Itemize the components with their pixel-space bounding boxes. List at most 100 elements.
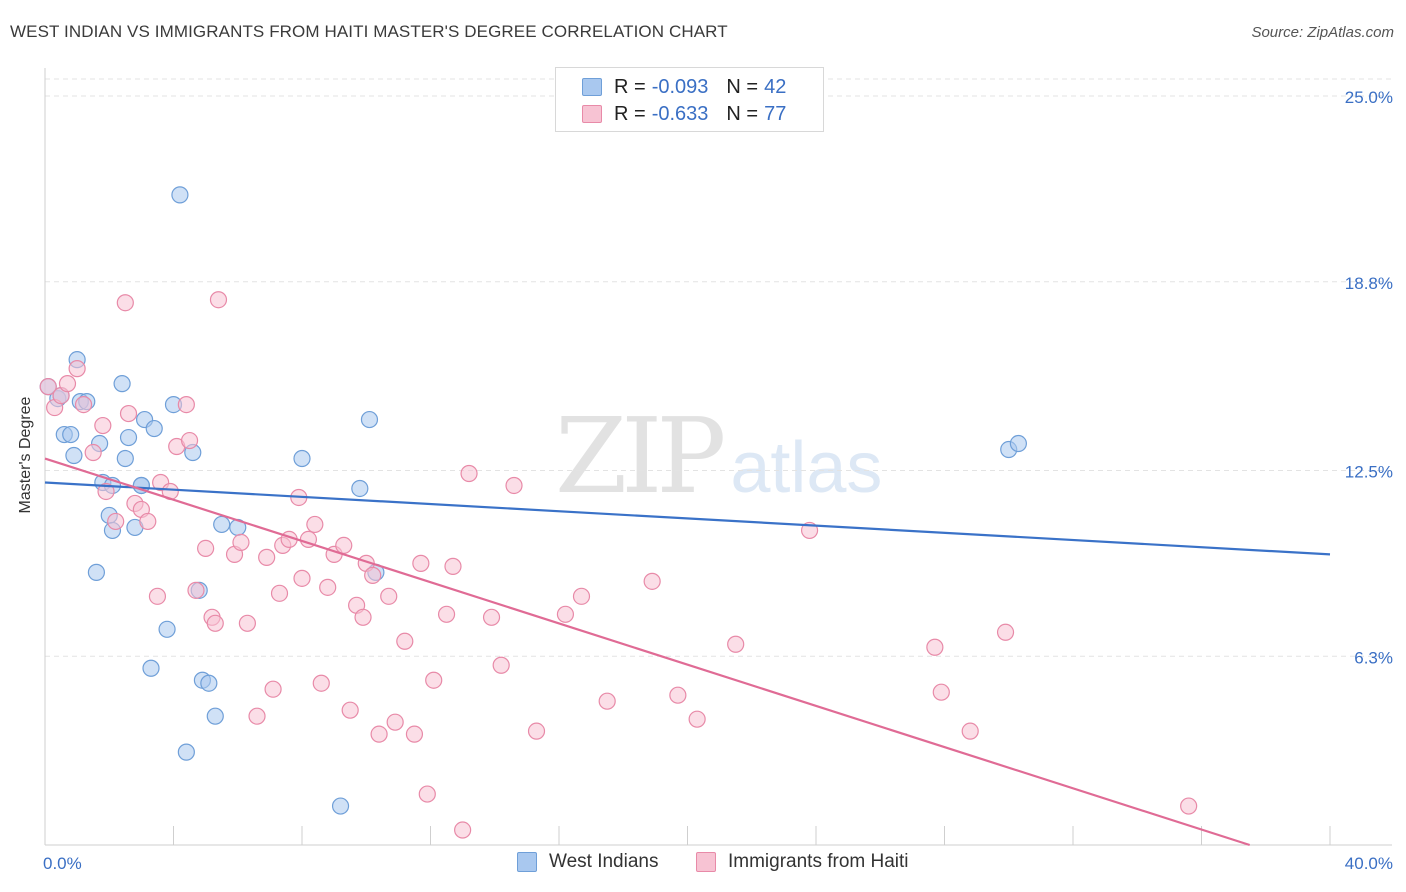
legend-n-label: N = [726, 102, 759, 125]
haiti-point [232, 533, 250, 552]
haiti-point [444, 557, 462, 575]
west-indian-point [171, 186, 189, 204]
haiti-point [187, 581, 205, 599]
haiti-point [238, 614, 256, 632]
legend-label-west-indians: West Indians [549, 851, 659, 872]
haiti-point [293, 569, 311, 587]
legend-item-west-indians[interactable]: West Indians [517, 851, 658, 873]
legend-n-value: 42 [764, 75, 787, 98]
haiti-point [264, 680, 282, 698]
legend-swatch-pink [582, 105, 602, 123]
haiti-point [396, 632, 414, 650]
legend-n-value: 77 [764, 102, 787, 125]
legend-r-value: -0.633 [651, 102, 709, 125]
west-indian-point [116, 449, 134, 468]
haiti-point [335, 536, 353, 555]
haiti-point [926, 638, 944, 656]
watermark-atlas: atlas [730, 428, 883, 508]
chart-title: WEST INDIAN VS IMMIGRANTS FROM HAITI MAS… [10, 22, 728, 41]
chart-source: Source: ZipAtlas.com [1251, 24, 1394, 41]
x-tick-label: 40.0% [1345, 854, 1393, 873]
haiti-point [116, 294, 134, 312]
x-tick-label: 0.0% [43, 854, 82, 873]
haiti-point [505, 476, 523, 495]
haiti-point [932, 683, 950, 701]
haiti-point [39, 378, 57, 396]
haiti-point [68, 360, 86, 378]
west-indian-point [142, 659, 160, 677]
haiti-point [74, 395, 93, 414]
legend-swatch-blue [517, 852, 537, 872]
haiti-point [482, 608, 501, 626]
haiti-point [270, 584, 289, 602]
haiti-point [107, 512, 125, 531]
haiti-point [437, 605, 456, 623]
haiti-point [527, 722, 546, 740]
legend-label-haiti: Immigrants from Haiti [728, 851, 909, 872]
haiti-point [94, 416, 112, 435]
west-indian-point [158, 620, 176, 638]
haiti-point [197, 539, 215, 557]
haiti-point [669, 686, 687, 704]
west-indian-point [200, 674, 218, 692]
haiti-point [209, 291, 228, 309]
haiti-point [727, 635, 745, 653]
west-indian-point [62, 425, 80, 444]
watermark-zip: ZIP [555, 395, 726, 517]
haiti-point [492, 656, 510, 674]
y-tick-label: 6.3% [1354, 648, 1393, 667]
haiti-point [119, 404, 138, 423]
legend-n-label: N = [726, 75, 759, 98]
haiti-point [84, 443, 102, 462]
west-indian-point [145, 419, 163, 438]
haiti-point [405, 725, 424, 743]
haiti-point [418, 785, 436, 803]
haiti-point [354, 608, 372, 626]
haiti-point [341, 701, 359, 719]
west-indian-point [293, 449, 311, 468]
watermark: ZIP atlas [555, 395, 882, 517]
west-indian-point [351, 479, 369, 498]
west-indian-point [331, 797, 350, 815]
y-tick-label: 25.0% [1345, 88, 1393, 107]
haiti-point [643, 572, 661, 590]
legend-swatch-pink [696, 852, 716, 872]
haiti-point [961, 722, 979, 740]
haiti-point [688, 710, 706, 728]
series-legend: West Indians Immigrants from Haiti [0, 851, 1406, 879]
haiti-point [996, 623, 1015, 641]
west-indian-trendline [44, 481, 1331, 556]
haiti-point [319, 578, 337, 596]
legend-r-value: -0.093 [651, 75, 709, 98]
west-indian-point [360, 410, 379, 429]
west-indian-point [132, 476, 150, 495]
west-indian-point [206, 707, 224, 725]
legend-swatch-blue [582, 78, 602, 96]
haiti-point [572, 587, 591, 605]
west-indian-point [119, 428, 138, 447]
haiti-trendline [44, 457, 1251, 847]
legend-item-haiti[interactable]: Immigrants from Haiti [696, 851, 909, 873]
legend-row-west-indians: R = -0.093 N = 42 [556, 74, 786, 100]
haiti-point [180, 431, 199, 450]
legend-row-haiti: R = -0.633 N = 77 [556, 101, 786, 127]
legend-r-label: R = [614, 102, 646, 125]
haiti-point [425, 671, 443, 689]
haiti-point [139, 512, 157, 531]
west-indian-point [177, 743, 195, 761]
correlation-legend: R = -0.093 N = 42 R = -0.633 N = 77 [555, 67, 824, 132]
y-tick-label: 18.8% [1345, 274, 1393, 293]
haiti-point [370, 725, 388, 743]
haiti-point [454, 821, 472, 839]
haiti-point [258, 548, 276, 566]
west-indian-point [113, 375, 131, 393]
haiti-point [460, 464, 478, 483]
haiti-point [412, 554, 430, 572]
haiti-point [248, 707, 266, 725]
west-indian-point [65, 446, 83, 465]
haiti-point [306, 515, 324, 534]
haiti-point [177, 395, 195, 414]
legend-r-label: R = [614, 75, 646, 98]
haiti-point [148, 587, 167, 605]
